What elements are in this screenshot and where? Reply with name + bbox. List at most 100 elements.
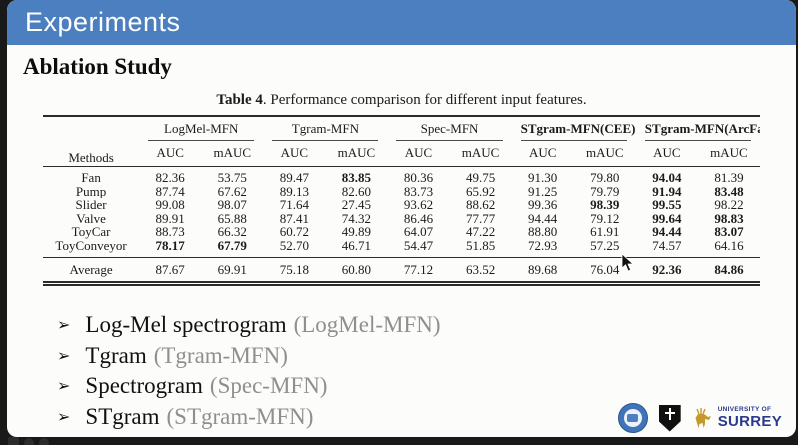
value-cell: 89.47 xyxy=(279,170,309,185)
value-cell: 99.55 xyxy=(652,198,682,212)
seal-emblem xyxy=(627,414,639,422)
bullet-arrow-icon: ➢ xyxy=(57,408,71,426)
value-cell: 91.25 xyxy=(528,184,558,199)
slide-title: Experiments xyxy=(25,7,181,37)
value-cell: 65.88 xyxy=(217,211,247,226)
value-cell: 83.85 xyxy=(341,170,372,185)
bullet-paren: (STgram-MFN) xyxy=(166,403,314,429)
university-crest-logo xyxy=(658,404,681,432)
slide: Experiments Ablation Study Table 4. Perf… xyxy=(7,0,796,437)
value-cell: 98.39 xyxy=(590,198,620,212)
player-controls[interactable] xyxy=(8,437,49,445)
subheader-cell: mAUC xyxy=(325,141,388,167)
bullet-main: STgram xyxy=(85,403,160,429)
value-cell: 82.60 xyxy=(341,184,372,199)
method-cell: Pump xyxy=(75,184,107,199)
value-cell: 64.07 xyxy=(403,225,434,239)
subheader-cell: mAUC xyxy=(573,141,636,167)
bullet-item: ➢ Log-Mel spectrogram (LogMel-MFN) xyxy=(57,310,796,341)
value-cell: 99.36 xyxy=(528,198,558,212)
value-cell: 83.73 xyxy=(403,184,434,199)
average-row: Average 87.67 69.91 75.18 60.80 77.12 63.52 89.… xyxy=(43,257,760,287)
group-header-label: Tgram-MFN xyxy=(272,121,379,141)
surrey-wordmark: UNIVERSITY OF SURREY xyxy=(718,407,782,429)
bullet-item: ➢ Tgram (Tgram-MFN) xyxy=(57,341,796,372)
value-cell: 98.22 xyxy=(714,198,744,212)
subheader-cell: AUC xyxy=(387,141,450,167)
bullet-paren: (Spec-MFN) xyxy=(209,373,328,399)
value-cell: 65.92 xyxy=(465,184,496,199)
value-cell: 87.67 xyxy=(139,257,202,287)
table-row: Slider 99.08 98.07 71.64 27.45 93.62 88.62 99.3… xyxy=(43,198,760,212)
value-cell: 67.62 xyxy=(217,184,247,199)
group-header-label: Spec-MFN xyxy=(396,121,503,141)
value-cell: 46.71 xyxy=(325,238,388,258)
value-cell: 88.62 xyxy=(465,198,496,212)
bullet-paren: (Tgram-MFN) xyxy=(153,342,288,368)
university-seal-logo xyxy=(617,403,648,433)
value-cell: 79.12 xyxy=(590,211,620,226)
table-body: Fan 82.36 53.75 89.47 83.85 80.36 49.75 91.30 79… xyxy=(43,167,760,287)
value-cell: 64.16 xyxy=(697,238,760,258)
bullet-main: Spectrogram xyxy=(85,373,203,399)
surrey-line2: SURREY xyxy=(717,412,782,430)
value-cell: 98.07 xyxy=(217,198,247,212)
value-cell: 75.18 xyxy=(263,257,326,287)
stag-icon xyxy=(695,407,711,428)
table-caption: Table 4. Performance comparison for diff… xyxy=(7,92,796,109)
value-cell: 69.91 xyxy=(201,257,264,287)
bullet-item: ➢ Spectrogram (Spec-MFN) xyxy=(57,371,796,402)
method-cell: ToyCar xyxy=(71,225,111,239)
value-cell: 94.44 xyxy=(528,211,558,226)
group-header: Spec-MFN xyxy=(387,116,511,141)
value-cell: 91.30 xyxy=(528,170,558,185)
bullet-arrow-icon: ➢ xyxy=(57,378,71,396)
value-cell: 89.13 xyxy=(279,184,309,199)
value-cell: 57.25 xyxy=(573,238,636,258)
value-cell: 77.12 xyxy=(387,257,450,287)
logo-row: UNIVERSITY OF SURREY xyxy=(617,403,782,433)
value-cell: 81.39 xyxy=(714,170,744,185)
subheader-row: AUC mAUC AUC mAUC AUC mAUC AUC mAUC AUC mAUC xyxy=(43,141,760,167)
value-cell: 99.08 xyxy=(155,198,185,212)
method-cell: Valve xyxy=(76,211,106,226)
surrey-line1: UNIVERSITY OF xyxy=(717,406,772,414)
subheader-cell: AUC xyxy=(511,141,574,167)
subheader-cell: AUC xyxy=(263,141,326,167)
group-header: LogMel-MFN xyxy=(139,116,263,141)
table-caption-label: Table 4 xyxy=(216,92,263,108)
table-row: Fan 82.36 53.75 89.47 83.85 80.36 49.75 91.30 79… xyxy=(43,167,760,185)
surrey-logo: UNIVERSITY OF SURREY xyxy=(692,407,782,429)
group-header-label: STgram-MFN(CEE) xyxy=(520,121,635,141)
subheader-cell: mAUC xyxy=(449,141,512,167)
method-cell: Average xyxy=(43,257,140,287)
table-head: Methods LogMel-MFN Tgram-MFN Spec-MFN STgram… xyxy=(43,116,760,167)
bullet-arrow-icon: ➢ xyxy=(57,317,71,335)
value-cell: 87.74 xyxy=(155,184,185,199)
grid-icon[interactable] xyxy=(8,437,19,445)
value-cell: 86.46 xyxy=(403,211,434,226)
value-cell: 79.80 xyxy=(590,170,620,185)
table-caption-text: . Performance comparison for different i… xyxy=(262,92,587,108)
seal-inner-ring xyxy=(623,409,642,427)
control-icon[interactable] xyxy=(24,438,34,445)
subheader-cell: AUC xyxy=(635,141,698,167)
bullet-item: ➢ STgram (STgram-MFN) xyxy=(57,402,796,433)
value-cell: 52.70 xyxy=(263,238,326,258)
value-cell: 60.72 xyxy=(279,225,309,239)
value-cell: 84.86 xyxy=(697,257,760,287)
value-cell: 83.07 xyxy=(714,225,744,239)
value-cell: 74.32 xyxy=(341,211,372,226)
value-cell: 88.73 xyxy=(155,225,185,239)
value-cell: 49.75 xyxy=(465,170,496,185)
group-header: STgram-MFN(CEE) xyxy=(512,116,636,141)
value-cell: 93.62 xyxy=(403,198,434,212)
value-cell: 67.79 xyxy=(201,238,264,258)
value-cell: 66.32 xyxy=(217,225,247,239)
value-cell: 49.89 xyxy=(341,225,372,239)
control-icon[interactable] xyxy=(39,438,49,445)
value-cell: 74.57 xyxy=(635,238,698,258)
table-row: Pump 87.74 67.62 89.13 82.60 83.73 65.92 91.25 7… xyxy=(43,185,760,199)
group-header: Tgram-MFN xyxy=(263,116,387,141)
